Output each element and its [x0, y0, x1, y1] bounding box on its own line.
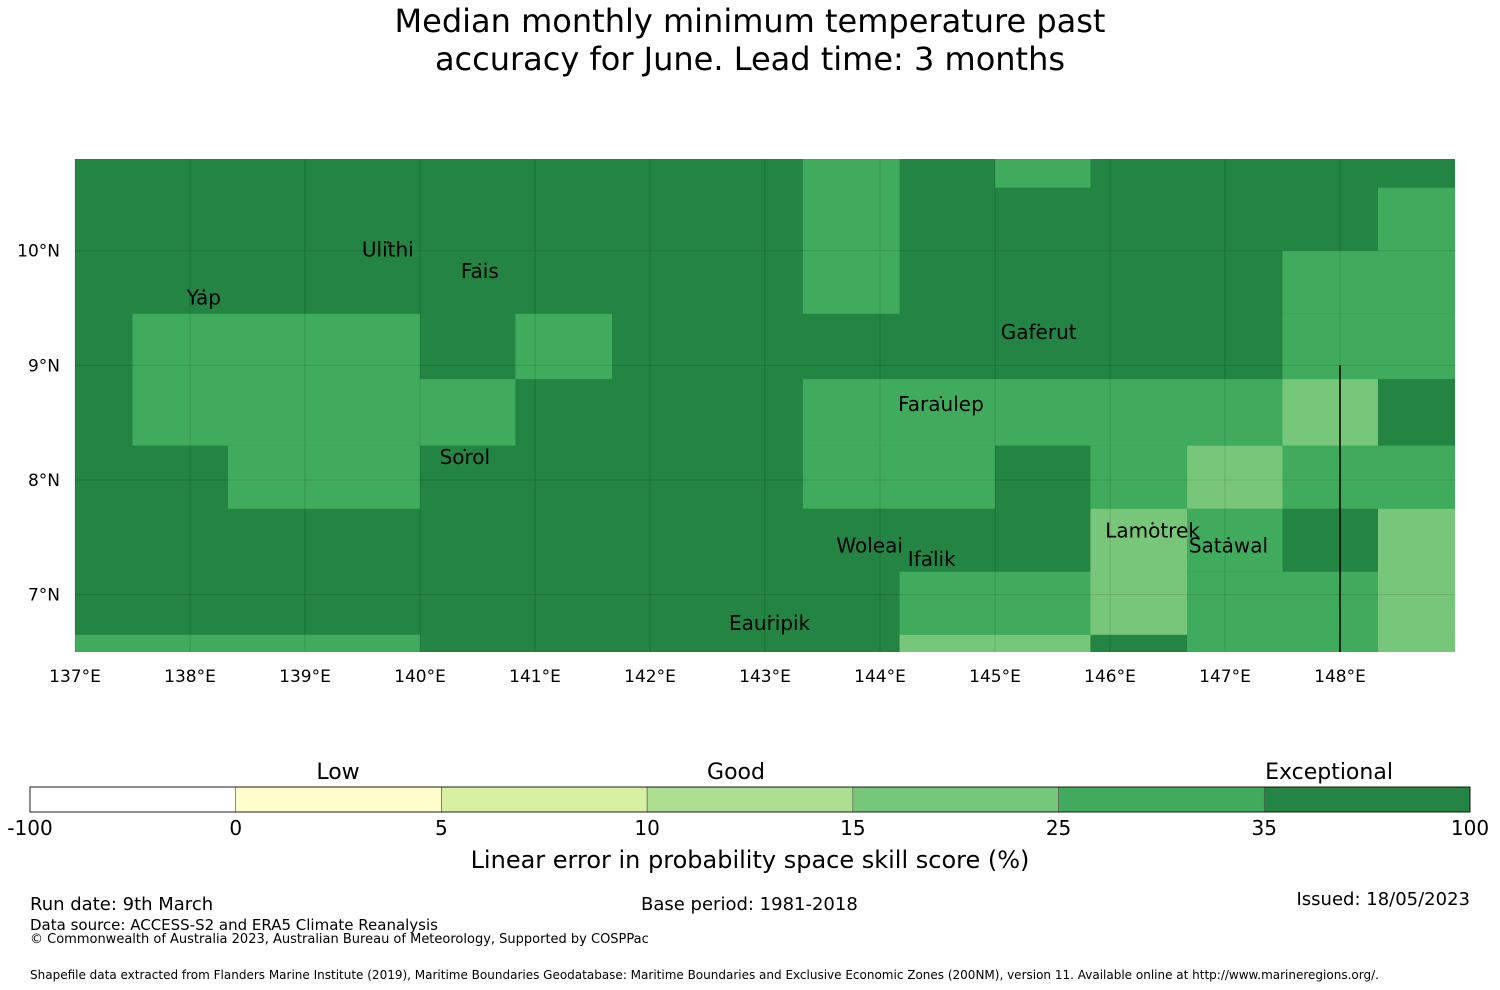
island-marker-satawal — [1227, 537, 1230, 540]
colorbar — [29, 786, 1471, 813]
colorbar-tick-label: 35 — [1251, 816, 1278, 840]
colorbar-segment-2 — [441, 786, 648, 813]
island-marker-gaferut — [1037, 323, 1040, 327]
map-cell-8 — [1282, 250, 1378, 314]
map-cell-15 — [1187, 571, 1378, 652]
colorbar-frame — [29, 786, 1471, 813]
lat-tick-label: 10°N — [17, 242, 60, 262]
place-label-ulithi: Ulithi — [362, 237, 414, 261]
lon-tick-label: 147°E — [1199, 667, 1251, 687]
colorbar-title: Linear error in probability space skill … — [470, 846, 1030, 874]
map-grid-cells — [75, 159, 1455, 652]
place-label-yap: Yap — [186, 286, 221, 310]
colorbar-segment-5 — [1058, 786, 1265, 813]
place-label-faraulep: Faraulep — [898, 392, 984, 416]
map-cell-18 — [1187, 445, 1283, 509]
colorbar-tick-label: 5 — [435, 816, 448, 840]
place-labels: Ulithi Fais Yap Gaferut Faraulep Sorol WoleaiI… — [186, 237, 1268, 635]
place-label-fais: Fais — [461, 259, 499, 283]
data-source: Data source: ACCESS-S2 and ERA5 Climate … — [30, 916, 438, 934]
chart-title: Median monthly minimum temperature past … — [0, 2, 1500, 78]
map-cell-1 — [227, 445, 420, 509]
lon-tick-label: 141°E — [509, 667, 561, 687]
map-cell-13 — [1187, 508, 1283, 572]
colorbar-label-exceptional: Exceptional — [1265, 760, 1393, 785]
map-cell-9 — [802, 379, 1283, 446]
colorbar-tick-label: 100 — [1450, 816, 1490, 840]
lat-tick-label: 7°N — [28, 586, 60, 606]
lon-tick-label: 140°E — [394, 667, 446, 687]
map-cell-17 — [1282, 379, 1378, 446]
lon-tick-label: 148°E — [1314, 667, 1366, 687]
lon-tick-label: 138°E — [164, 667, 216, 687]
island-marker-woleai — [868, 537, 871, 540]
colorbar-segment-4 — [852, 786, 1059, 813]
axis-tick-labels: 137°E 138°E 139°E 140°E 141°E 142°E 143°E 144°E… — [17, 242, 1366, 687]
island-marker-ifalik — [930, 550, 933, 554]
title-line-2: accuracy for June. Lead time: 3 months — [434, 40, 1066, 78]
title-line-1: Median monthly minimum temperature past — [394, 2, 1106, 40]
colorbar-segment-1 — [235, 786, 442, 813]
island-marker-eauripik — [768, 615, 771, 618]
lon-tick-label: 145°E — [969, 667, 1021, 687]
place-label-satawal: Satawal — [1189, 533, 1268, 557]
map-cell-4 — [802, 159, 900, 314]
lon-tick-label: 144°E — [854, 667, 906, 687]
map-cell-2 — [420, 379, 516, 446]
lon-tick-label: 139°E — [279, 667, 331, 687]
issued-date: Issued: 18/05/2023 — [1296, 889, 1470, 910]
place-label-gaferut: Gaferut — [1001, 320, 1077, 344]
island-marker-yap — [202, 289, 205, 292]
map-cell-19 — [1090, 508, 1188, 635]
map-cell-11 — [1090, 445, 1188, 509]
island-marker-ulithi — [386, 241, 389, 244]
lon-tick-label: 137°E — [49, 667, 101, 687]
map-cell-16 — [75, 634, 420, 652]
colorbar-label-low: Low — [316, 760, 360, 785]
colorbar-segment-0 — [29, 786, 237, 813]
colorbar-tick-label: 25 — [1045, 816, 1072, 840]
place-label-woleai: Woleai — [836, 533, 903, 557]
colorbar-tick-label: 15 — [840, 816, 866, 840]
lat-tick-label: 9°N — [28, 356, 60, 376]
map-cell-0 — [132, 313, 420, 446]
copyright: © Commonwealth of Australia 2023, Austra… — [30, 932, 649, 947]
lon-tick-label: 142°E — [624, 667, 676, 687]
shapefile-credit: Shapefile data extracted from Flanders M… — [30, 968, 1379, 982]
lon-tick-label: 143°E — [739, 667, 791, 687]
map-cell-14 — [899, 571, 1091, 635]
place-label-eauripik: Eauripik — [729, 611, 811, 635]
colorbar-tick-label: 0 — [229, 816, 243, 840]
map-cell-21 — [899, 634, 1091, 652]
island-marker-lamotrek — [1151, 522, 1154, 525]
map-cell-5 — [995, 159, 1091, 188]
colorbar-tick-label: -100 — [7, 816, 53, 840]
lat-tick-label: 8°N — [28, 471, 60, 491]
lon-tick-label: 146°E — [1084, 667, 1136, 687]
colorbar-segment-6 — [1263, 786, 1471, 813]
colorbar-tick-label: 10 — [634, 816, 660, 840]
island-marker-fais — [478, 263, 481, 266]
place-label-sorol: Sorol — [440, 445, 491, 469]
map-cell-7 — [1282, 313, 1455, 380]
map-cell-20 — [1377, 508, 1455, 652]
base-period: Base period: 1981-2018 — [641, 894, 858, 915]
colorbar-segment-3 — [646, 786, 854, 813]
place-label-lamotrek: Lamotrek — [1105, 518, 1200, 542]
run-date: Run date: 9th March — [30, 894, 214, 915]
map-cell-12 — [1282, 445, 1455, 509]
map-cell-3 — [515, 313, 613, 380]
island-marker-faraulep — [939, 396, 943, 399]
island-marker-sorol — [463, 448, 467, 452]
colorbar-label-good: Good — [707, 760, 765, 785]
place-label-ifalik: Ifalik — [908, 547, 956, 571]
map-cell-10 — [802, 445, 995, 509]
map-cell-6 — [1377, 187, 1455, 314]
